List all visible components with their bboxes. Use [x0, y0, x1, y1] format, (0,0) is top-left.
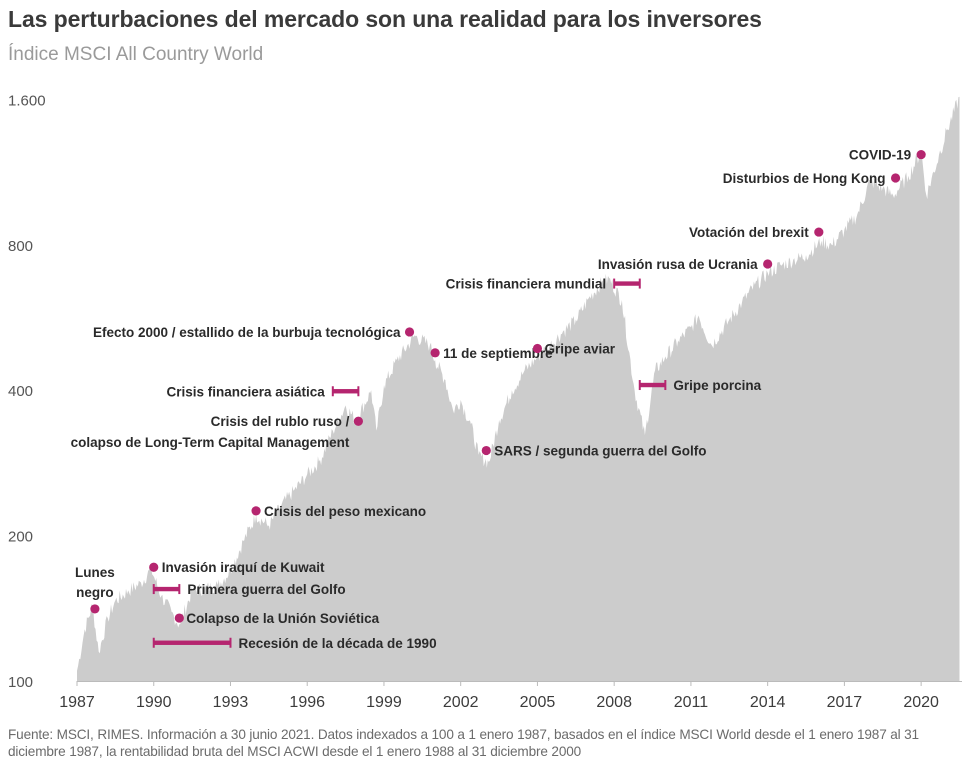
x-tick-label: 2011	[674, 694, 709, 711]
annotation: Invasión rusa de Ucrania	[598, 257, 773, 272]
annotation: Primera guerra del Golfo	[152, 582, 346, 597]
x-tick-label: 2017	[827, 694, 863, 711]
annotation: Votación del brexit	[689, 225, 824, 240]
x-tick-label: 2005	[520, 694, 556, 711]
annotation: 11 de septiembre	[430, 346, 553, 361]
x-tick-label: 1993	[213, 694, 249, 711]
event-marker	[174, 613, 184, 623]
annotation: Crisis financiera asiática	[166, 384, 360, 399]
y-tick-label: 400	[8, 383, 33, 400]
annotation: Recesión de la década de 1990	[152, 636, 437, 651]
annotation: COVID-19	[849, 148, 926, 163]
annotation-label: Crisis del peso mexicano	[264, 504, 426, 519]
event-marker	[890, 173, 901, 183]
annotation-label: colapso de Long-Term Capital Management	[71, 435, 350, 450]
annotation-label: SARS / segunda guerra del Golfo	[494, 444, 706, 459]
event-range-cap	[357, 386, 360, 397]
x-tick-label: 1987	[59, 694, 95, 711]
event-range-cap	[229, 637, 232, 648]
chart-subtitle: Índice MSCI All Country World	[8, 44, 264, 65]
x-tick-label: 2020	[903, 694, 939, 711]
event-marker	[916, 149, 926, 160]
y-tick-label: 100	[8, 674, 33, 691]
event-range-cap	[178, 584, 181, 595]
annotation: Efecto 2000 / estallido de la burbuja te…	[93, 325, 415, 340]
event-marker	[814, 227, 824, 237]
annotation-label: Colapso de la Unión Soviética	[186, 611, 379, 626]
event-marker	[90, 604, 100, 614]
annotation-label: Invasión iraquí de Kuwait	[162, 560, 325, 575]
event-marker	[251, 506, 261, 516]
annotation: Crisis del rublo ruso / colapso de Long-T…	[71, 414, 363, 450]
event-range-cap	[638, 380, 641, 391]
event-marker	[532, 343, 543, 354]
annotation-label: Gripe aviar	[544, 341, 615, 356]
event-range-cap	[152, 584, 155, 595]
chart-footnote: Fuente: MSCI, RIMES. Información a 30 ju…	[8, 727, 919, 759]
y-tick-label: 1.600	[8, 92, 46, 109]
x-tick-label: 1990	[136, 694, 172, 711]
event-marker	[481, 445, 491, 456]
x-tick-label: 2014	[750, 694, 786, 711]
annotation-label: 11 de septiembre	[443, 346, 553, 361]
series-area	[77, 96, 960, 682]
annotation-label: Crisis financiera mundial	[446, 277, 607, 292]
annotation: SARS / segunda guerra del Golfo	[481, 444, 707, 459]
x-tick-label: 2002	[443, 694, 479, 711]
event-marker	[430, 348, 440, 358]
event-range-cap	[664, 380, 667, 391]
annotation-label: Crisis del rublo ruso /	[211, 414, 350, 429]
annotation-label: COVID-19	[849, 148, 911, 163]
annotation: Crisis financiera mundial	[446, 277, 641, 292]
annotation: Invasión iraquí de Kuwait	[149, 560, 325, 575]
annotation-label: Efecto 2000 / estallido de la burbuja te…	[93, 325, 401, 340]
annotation-label: Lunes	[75, 565, 115, 580]
event-range-cap	[613, 278, 616, 289]
annotation-label: Invasión rusa de Ucrania	[598, 257, 758, 272]
annotation-label: Votación del brexit	[689, 225, 809, 240]
annotation-label: Primera guerra del Golfo	[187, 582, 345, 597]
event-range-bar	[153, 586, 180, 592]
event-range-bar	[153, 640, 231, 645]
y-tick-label: 200	[8, 529, 33, 546]
event-marker	[763, 259, 773, 269]
annotation-label: Crisis financiera asiática	[166, 384, 325, 399]
annotation: Colapso de la Unión Soviética	[174, 611, 380, 626]
annotation-label: Recesión de la década de 1990	[238, 636, 436, 651]
x-tick-label: 1996	[289, 694, 325, 711]
event-range-bar	[332, 389, 359, 394]
annotation-label: Gripe porcina	[673, 378, 761, 393]
event-range-bar	[639, 382, 666, 388]
event-marker	[353, 416, 363, 426]
annotation-label: Disturbios de Hong Kong	[723, 171, 886, 186]
annotation: Gripe aviar	[532, 341, 616, 356]
event-range-cap	[638, 278, 641, 289]
event-marker	[149, 562, 159, 572]
annotation: Lunes negro	[75, 565, 115, 614]
event-range-cap	[152, 637, 155, 648]
annotation: Disturbios de Hong Kong	[723, 171, 901, 186]
event-marker	[404, 327, 415, 337]
annotation-label: negro	[76, 585, 114, 600]
x-tick-label: 1999	[366, 694, 402, 711]
x-tick-label: 2008	[596, 694, 632, 711]
annotation: Gripe porcina	[638, 378, 762, 393]
chart: 100 200 400 800 1.600 1987 1990 1993 1996 1999 200…	[8, 92, 962, 711]
y-tick-label: 800	[8, 238, 33, 255]
chart-title: Las perturbaciones del mercado son una r…	[8, 6, 762, 32]
event-range-cap	[331, 386, 334, 397]
event-range-bar	[614, 281, 640, 286]
annotation: Crisis del peso mexicano	[251, 504, 426, 519]
